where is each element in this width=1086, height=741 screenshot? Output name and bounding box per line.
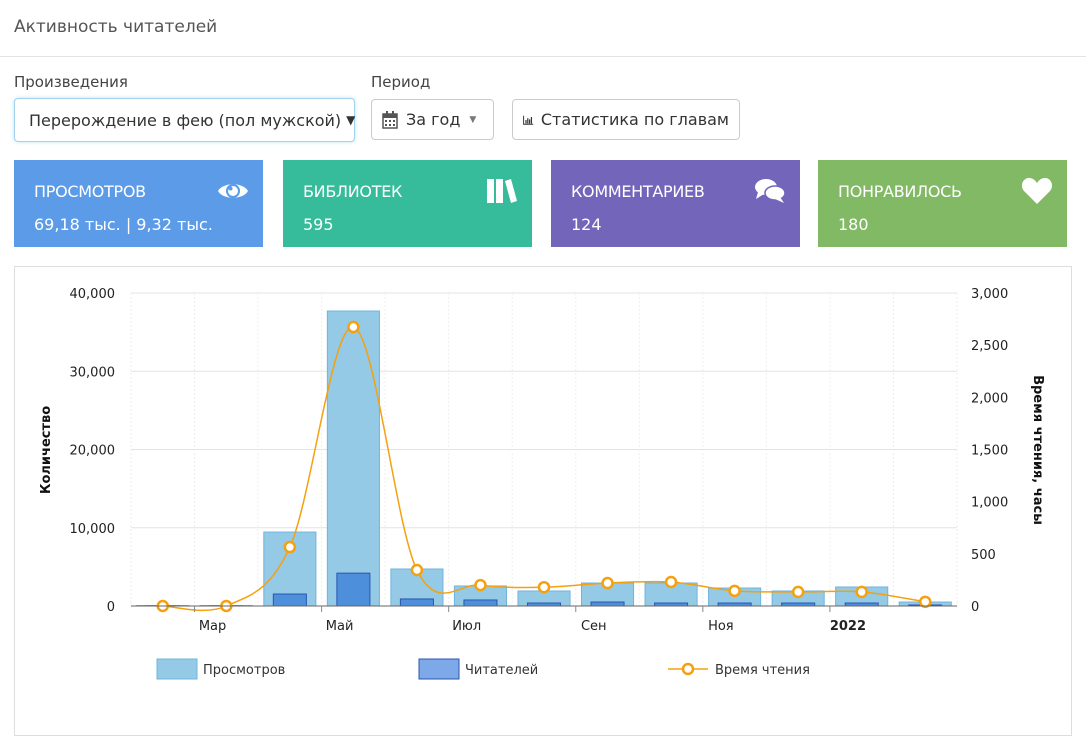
bar-views (327, 311, 379, 606)
y2-tick-label: 1,500 (971, 444, 1008, 459)
y2-tick-label: 0 (971, 600, 979, 615)
caret-down-icon: ▼ (346, 113, 355, 127)
x-tick-label: 2022 (830, 619, 866, 634)
works-label: Произведения (14, 73, 128, 91)
card-libraries-value: 595 (303, 215, 512, 234)
comments-icon (754, 176, 786, 206)
y2-tick-label: 2,000 (971, 391, 1008, 406)
panel-title: Активность читателей (0, 0, 1086, 57)
x-tick-label: Май (326, 619, 354, 634)
period-select[interactable]: За год ▼ (371, 99, 494, 140)
work-select[interactable]: Перерождение в фею (пол мужской) ▼ (14, 98, 355, 142)
x-tick-label: Ноя (708, 619, 734, 634)
caret-down-icon: ▼ (469, 115, 476, 125)
point-reading-time (348, 322, 358, 332)
card-comments: КОММЕНТАРИЕВ 124 (551, 160, 800, 247)
chart-panel: 0 10,000 20,000 30,000 40,000 0 500 1,000 1,500 2… (14, 266, 1072, 736)
bar-readers (337, 573, 370, 606)
eye-icon (217, 176, 249, 206)
heart-icon (1021, 176, 1053, 206)
card-views-title: ПРОСМОТРОВ (34, 182, 243, 201)
work-select-value: Перерождение в фею (пол мужской) (29, 111, 341, 130)
y-axis-title: Количество (39, 406, 54, 494)
y2-tick-label: 3,000 (971, 287, 1008, 302)
card-libraries: БИБЛИОТЕК 595 (283, 160, 532, 247)
y-tick-label: 10,000 (70, 522, 116, 537)
calendar-icon (382, 111, 398, 129)
legend-label-reading-time[interactable]: Время чтения (715, 663, 810, 678)
point-reading-time (730, 586, 740, 596)
books-icon (486, 176, 518, 206)
y-tick-label: 0 (107, 600, 115, 615)
legend: Просмотров Читателей Время чтения (157, 659, 810, 679)
card-libraries-title: БИБЛИОТЕК (303, 182, 512, 201)
y2-tick-label: 2,500 (971, 339, 1008, 354)
chapter-stats-label: Статистика по главам (541, 110, 729, 129)
point-reading-time (793, 587, 803, 597)
y2-axis-title: Время чтения, часы (1030, 375, 1045, 525)
y-tick-label: 30,000 (70, 365, 116, 380)
x-tick-label: Сен (581, 619, 607, 634)
legend-marker-reading-time (683, 664, 693, 674)
x-tick-label: Мар (199, 619, 226, 634)
point-reading-time (539, 582, 549, 592)
card-likes: ПОНРАВИЛОСЬ 180 (818, 160, 1067, 247)
point-reading-time (920, 597, 930, 607)
legend-label-views[interactable]: Просмотров (203, 663, 285, 678)
bar-readers (273, 594, 306, 606)
bar-readers (591, 602, 624, 606)
legend-label-readers[interactable]: Читателей (465, 663, 538, 678)
card-likes-title: ПОНРАВИЛОСЬ (838, 182, 1047, 201)
point-reading-time (285, 542, 295, 552)
legend-swatch-views[interactable] (157, 659, 197, 679)
chapter-stats-button[interactable]: Статистика по главам (512, 99, 740, 140)
period-label: Период (371, 73, 430, 91)
period-value: За год (406, 110, 460, 129)
card-comments-title: КОММЕНТАРИЕВ (571, 182, 780, 201)
y2-tick-label: 1,000 (971, 496, 1008, 511)
card-likes-value: 180 (838, 215, 1047, 234)
legend-swatch-readers[interactable] (419, 659, 459, 679)
y-tick-label: 40,000 (70, 287, 116, 302)
bar-readers (464, 600, 497, 606)
point-reading-time (666, 577, 676, 587)
point-reading-time (412, 565, 422, 575)
activity-chart: 0 10,000 20,000 30,000 40,000 0 500 1,000 1,500 2… (15, 267, 1073, 737)
card-views-value: 69,18 тыс. | 9,32 тыс. (34, 215, 243, 234)
x-tick-label: Июл (452, 619, 481, 634)
card-comments-value: 124 (571, 215, 780, 234)
point-reading-time (603, 578, 613, 588)
y-tick-label: 20,000 (70, 444, 116, 459)
card-views: ПРОСМОТРОВ 69,18 тыс. | 9,32 тыс. (14, 160, 263, 247)
bar-readers (400, 599, 433, 606)
point-reading-time (475, 580, 485, 590)
bar-chart-icon (523, 112, 534, 128)
point-reading-time (857, 587, 867, 597)
y2-tick-label: 500 (971, 548, 996, 563)
